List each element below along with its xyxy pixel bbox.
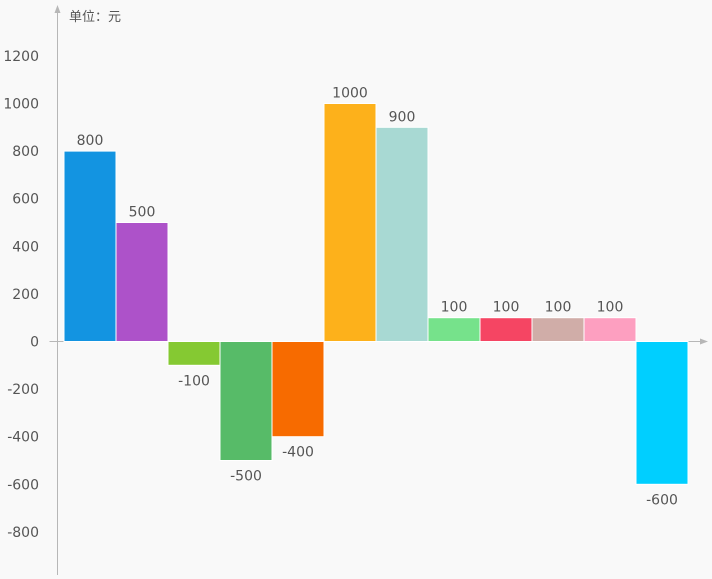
y-tick-label: 400 [12, 239, 39, 255]
bars [63, 103, 689, 485]
y-tick-label: -200 [7, 382, 39, 398]
bar [427, 317, 481, 343]
bar [635, 341, 689, 485]
bar [323, 103, 377, 342]
bar [479, 317, 533, 343]
y-tick-label: -600 [7, 477, 39, 493]
y-tick-label: 0 [30, 335, 39, 351]
y-tick-label: 800 [12, 144, 39, 160]
bar-value-label: 100 [597, 300, 624, 316]
y-tick-label: 600 [12, 192, 39, 208]
y-tick-labels: 1200 1000 800 600 400 200 0 -200 -400 -600 -800 [3, 49, 39, 541]
bar [115, 222, 169, 342]
bar-value-label: -400 [282, 445, 314, 461]
bar-value-label: -500 [230, 469, 262, 485]
bar-value-label: -600 [646, 492, 678, 508]
bar [531, 317, 585, 343]
bar-value-label: 100 [545, 300, 572, 316]
y-tick-label: 1200 [3, 49, 39, 65]
bar-value-label: 100 [493, 300, 520, 316]
bar [271, 341, 325, 438]
bar [583, 317, 637, 343]
bar [63, 150, 117, 342]
bar-value-label: 800 [77, 133, 104, 149]
x-axis-arrow-icon [700, 338, 708, 345]
bar-value-label: 900 [389, 109, 416, 125]
bar-value-label: 100 [441, 300, 468, 316]
y-tick-label: 200 [12, 287, 39, 303]
bar-value-label: -100 [178, 373, 210, 389]
bar [375, 126, 429, 342]
y-tick-label: -400 [7, 430, 39, 446]
y-tick-label: -800 [7, 525, 39, 541]
bar [219, 341, 273, 461]
y-tick-label: 1000 [3, 97, 39, 113]
bar [167, 341, 221, 366]
bar-value-label: 500 [129, 205, 156, 221]
y-axis-unit-label: 单位：元 [69, 10, 121, 25]
y-axis-arrow-icon [54, 5, 61, 13]
bar-value-label: 1000 [332, 86, 368, 102]
data-labels: 800 500 -100 -500 -400 1000 900 100 100 100 100 -60… [77, 86, 678, 509]
